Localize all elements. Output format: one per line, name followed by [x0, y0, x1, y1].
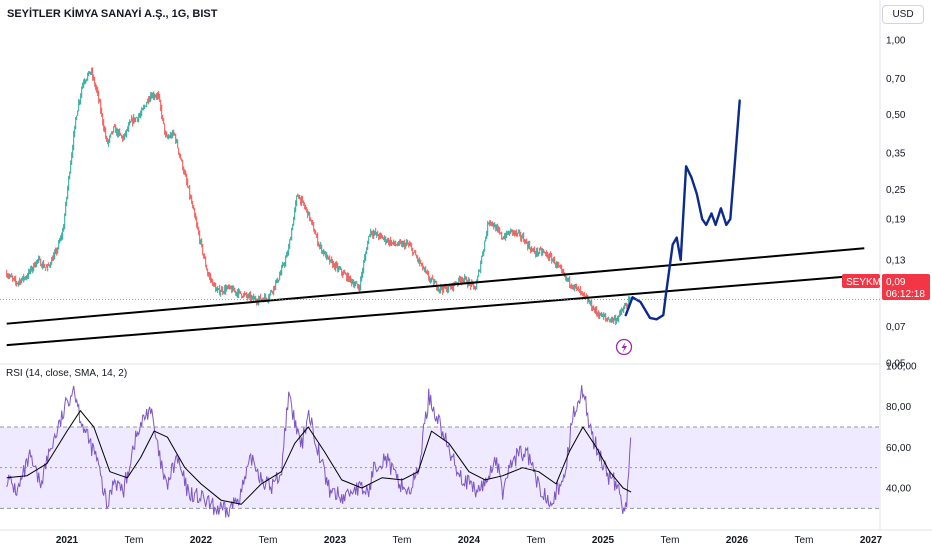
price-axis-tick: 0,19 — [886, 215, 906, 226]
trendline[interactable] — [6, 274, 865, 347]
time-axis-tick: 2026 — [726, 535, 749, 546]
rsi-axis-tick: 60,00 — [886, 443, 911, 454]
currency-button[interactable]: USD — [882, 5, 924, 24]
rsi-indicator-label[interactable]: RSI (14, close, SMA, 14, 2) — [6, 368, 128, 379]
price-axis-tick: 0,50 — [886, 110, 906, 121]
price-tag: SEYKM 0,09 06:12:18 — [842, 274, 930, 300]
price-tag-symbol-bg — [842, 274, 880, 288]
rsi-band — [0, 426, 880, 509]
price-axis-tick: 0,13 — [886, 255, 906, 266]
projection-path[interactable] — [624, 99, 741, 321]
time-axis-tick: Tem — [125, 535, 144, 546]
time-axis-tick: 2024 — [458, 535, 481, 546]
trendline[interactable] — [6, 247, 865, 325]
rsi-axis-tick: 40,00 — [886, 484, 911, 495]
price-axis-tick: 0,05 — [886, 359, 906, 370]
time-axis-tick: 2023 — [324, 535, 347, 546]
rsi-lines — [6, 385, 632, 518]
price-tag-price: 0,09 — [886, 277, 906, 288]
time-axis-tick: Tem — [527, 535, 546, 546]
price-tag-symbol: SEYKM — [846, 277, 881, 288]
price-axis-tick: 1,00 — [886, 36, 906, 47]
rsi-axis-tick: 80,00 — [886, 402, 911, 413]
price-axis-tick: 0,25 — [886, 185, 906, 196]
time-axis-tick: 2022 — [190, 535, 213, 546]
chart-title: SEYİTLER KİMYA SANAYİ A.Ş., 1G, BIST — [7, 8, 218, 20]
time-axis-tick: Tem — [795, 535, 814, 546]
trendlines[interactable] — [6, 247, 865, 347]
price-tag-countdown: 06:12:18 — [886, 289, 925, 300]
time-axis-tick: 2021 — [56, 535, 79, 546]
rsi-axis-tick: 100,00 — [886, 362, 917, 373]
rsi-ma-line — [6, 410, 632, 505]
projection-drawing[interactable] — [624, 99, 741, 321]
time-axis-tick: Tem — [393, 535, 412, 546]
time-axis-tick: Tem — [259, 535, 278, 546]
flash-icon[interactable] — [615, 338, 633, 356]
time-axis-tick: 2027 — [860, 535, 883, 546]
price-tag-value-bg — [882, 274, 930, 300]
price-axis-tick: 0,07 — [886, 322, 906, 333]
time-axis-tick: 2025 — [592, 535, 615, 546]
time-axis-tick: Tem — [661, 535, 680, 546]
price-axis-tick: 0,70 — [886, 74, 906, 85]
axes: 1,000,700,500,350,250,190,130,100,070,05… — [0, 36, 917, 546]
price-axis-tick: 0,35 — [886, 149, 906, 160]
price-candles — [6, 67, 632, 326]
